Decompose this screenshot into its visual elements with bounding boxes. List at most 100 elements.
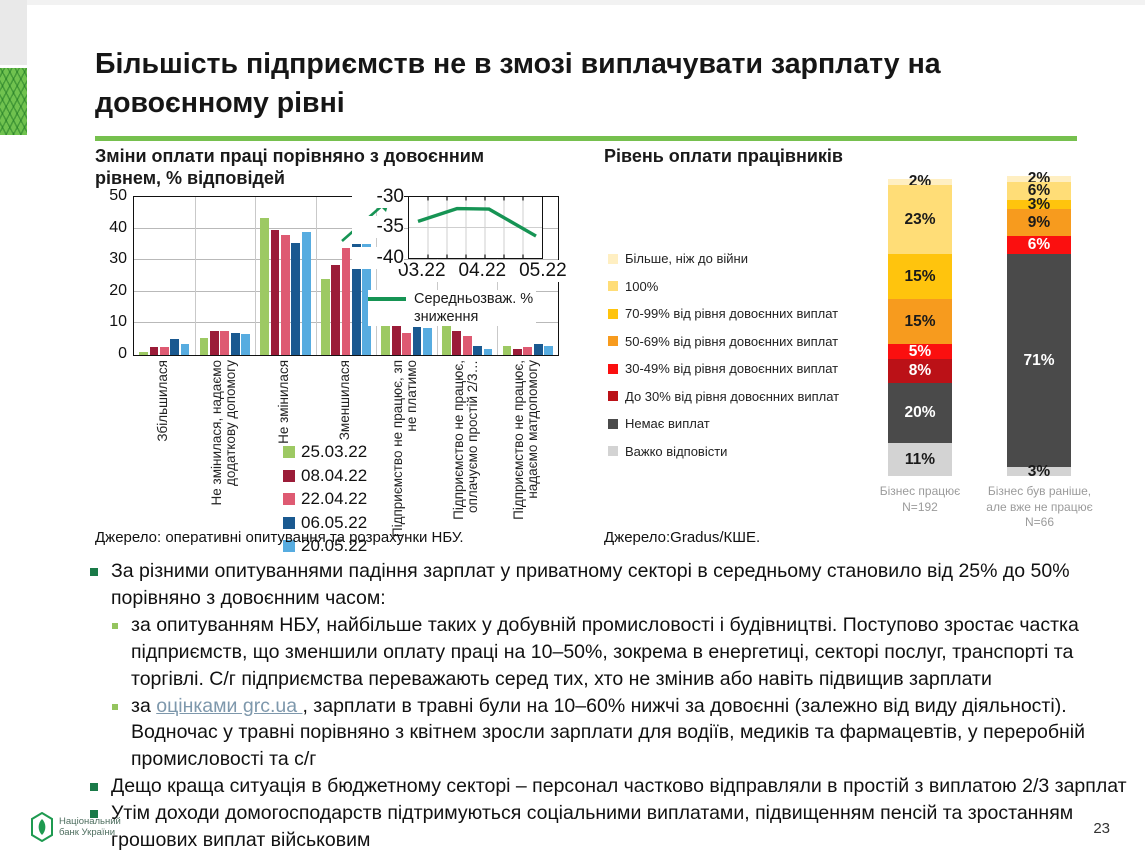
legend-item: 25.03.22 (283, 442, 367, 462)
bar (452, 331, 462, 355)
legend-item: 22.04.22 (283, 489, 367, 509)
gridline (255, 197, 257, 355)
legend-item: 100% (608, 279, 839, 294)
bullet-item: За різними опитуваннями падіння зарплат … (90, 558, 1135, 612)
right-chart-source: Джерело:Gradus/КШЕ. (604, 529, 761, 546)
bullet-text: Утім доходи домогосподарств підтримуютьс… (111, 802, 1074, 852)
bar (159, 347, 169, 355)
bar-group (376, 197, 437, 355)
stacked-segment: 20% (888, 383, 952, 443)
legend-swatch (283, 446, 295, 458)
stacked-bar-2: 2% 6% 3% 9% 6% 71% 3% (1007, 170, 1071, 480)
x-category-label: Підприємство не працює, зп не платимо (389, 360, 420, 538)
stacked-segment: 11% (888, 443, 952, 476)
bar (512, 348, 522, 355)
y-tick-label: 50 (109, 187, 127, 204)
gridline (315, 197, 317, 355)
bullet-text: за оцінками grc.ua , зарплати в травні б… (131, 694, 1085, 771)
bullet-item: Дещо краща ситуація в бюджетному секторі… (90, 773, 1135, 800)
inset-xticks: 03.22 04.22 05.22 (396, 260, 569, 282)
grc-ua-link[interactable]: оцінками grc.ua (156, 694, 303, 717)
bar (352, 244, 361, 355)
bar (210, 331, 219, 355)
legend-item: Немає виплат (608, 416, 839, 431)
stacked-segment: 71% (1007, 254, 1071, 467)
bar-caption-1: Бізнес працює N=192 (879, 484, 961, 514)
stacked-segment: 3% (1007, 196, 1071, 213)
stacked-segment: 15% (888, 299, 952, 344)
bar (260, 217, 270, 355)
legend-swatch (283, 493, 295, 505)
stacked-segment: 9% (1007, 209, 1071, 236)
legend-item: 50-69% від рівня довоєнних виплат (608, 334, 839, 349)
legend-swatch (608, 281, 618, 291)
y-tick-label: 30 (109, 250, 127, 268)
line-legend-sample (368, 297, 406, 301)
stacked-segment: 5% (888, 343, 952, 360)
legend-item: Важко відповісти (608, 444, 839, 459)
legend-swatch (608, 308, 618, 319)
bar (281, 234, 290, 355)
right-chart-title: Рівень оплати працівників (604, 146, 844, 166)
legend-item: 30-49% від рівня довоєнних виплат (608, 361, 839, 376)
left-chart-source: Джерело: оперативні опитування та розрах… (95, 529, 464, 546)
legend-swatch (283, 469, 295, 482)
legend-swatch (283, 540, 295, 552)
bullet-text: Дещо краща ситуація в бюджетному секторі… (111, 775, 1127, 798)
bar (199, 337, 209, 355)
bar (391, 323, 401, 355)
bar (381, 321, 391, 355)
right-legend: Більше, ніж до війни 100% 70-99% від рівня… (608, 251, 839, 471)
bar-group (316, 197, 377, 355)
top-band (0, 0, 1145, 5)
bar (502, 345, 512, 355)
bar (270, 230, 280, 355)
legend-swatch (608, 336, 618, 346)
legend-item: 06.05.22 (283, 513, 367, 533)
left-chart-title: Зміни оплати праці порівняно з довоєнним… (95, 146, 485, 188)
inset-y-tick-label: -30 (352, 186, 404, 208)
stacked-segment: 6% (1007, 236, 1071, 254)
legend-item: 20.05.22 (283, 536, 367, 556)
bar (341, 247, 351, 355)
bar (291, 242, 301, 355)
legend-item: До 30% від рівня довоєнних виплат (608, 389, 839, 404)
nbu-logo: Національний банк України (30, 812, 121, 842)
legend-swatch (608, 418, 618, 429)
gridline (376, 197, 378, 355)
page-number: 23 (1093, 820, 1110, 837)
bullet-item: Утім доходи домогосподарств підтримуютьс… (90, 800, 1135, 854)
bar (483, 348, 493, 355)
stacked-segment: 23% (888, 185, 952, 254)
bar (139, 351, 148, 355)
inset-y-tick-label: -35 (352, 216, 404, 239)
legend-item: Більше, ніж до війни (608, 251, 839, 266)
legend-swatch (283, 516, 295, 529)
bar (180, 343, 190, 355)
bar-group (255, 197, 316, 355)
inset-x-tick-label: 05.22 (519, 260, 567, 281)
bar (412, 326, 422, 355)
bar (320, 279, 330, 355)
legend-swatch (608, 363, 618, 374)
legend-swatch (608, 446, 618, 456)
left-legend: 25.03.22 08.04.22 22.04.22 06.05.22 20.05.22 (283, 442, 367, 560)
bar (230, 332, 240, 355)
bullet-marker (90, 810, 98, 819)
bar (170, 339, 180, 355)
bar-caption-2: Бізнес був раніше, але вже не працює N=66 (986, 484, 1093, 530)
nbu-logo-icon (31, 812, 53, 842)
title-underline (95, 136, 1077, 141)
gridline (134, 227, 558, 229)
bar (442, 321, 451, 355)
bar-group (497, 197, 558, 355)
bar (331, 264, 341, 355)
corner-gray-block (0, 0, 27, 65)
bullets: За різними опитуваннями падіння зарплат … (90, 558, 1135, 854)
bar (402, 332, 411, 355)
legend-item: 08.04.22 (283, 466, 367, 486)
inset-x-tick-label: 04.22 (458, 260, 507, 281)
bar-group (134, 197, 195, 355)
nbu-logo-text: Національний банк України (59, 815, 121, 838)
